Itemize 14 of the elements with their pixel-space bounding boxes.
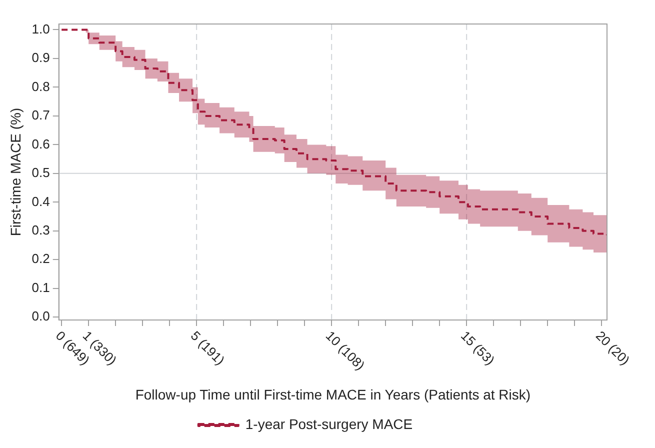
y-axis-title: First-time MACE (%) — [7, 108, 24, 236]
y-tick-label: 0.4 — [32, 194, 50, 209]
y-tick-label: 1.0 — [32, 21, 50, 36]
legend-label: 1-year Post-surgery MACE — [245, 416, 413, 432]
y-tick-label: 0.6 — [32, 136, 50, 152]
y-tick-label: 0.7 — [32, 108, 50, 123]
x-axis-title: Follow-up Time until First-time MACE in Years (Patients at Risk) — [135, 386, 531, 402]
y-tick-label: 0.1 — [32, 280, 50, 295]
y-tick-label: 0.0 — [32, 308, 50, 324]
y-tick-label: 0.3 — [32, 222, 50, 238]
y-tick-label: 0.9 — [32, 50, 50, 66]
y-tick-label: 0.8 — [32, 78, 50, 94]
y-tick-label: 0.2 — [32, 251, 50, 266]
y-tick-label: 0.5 — [32, 165, 50, 180]
